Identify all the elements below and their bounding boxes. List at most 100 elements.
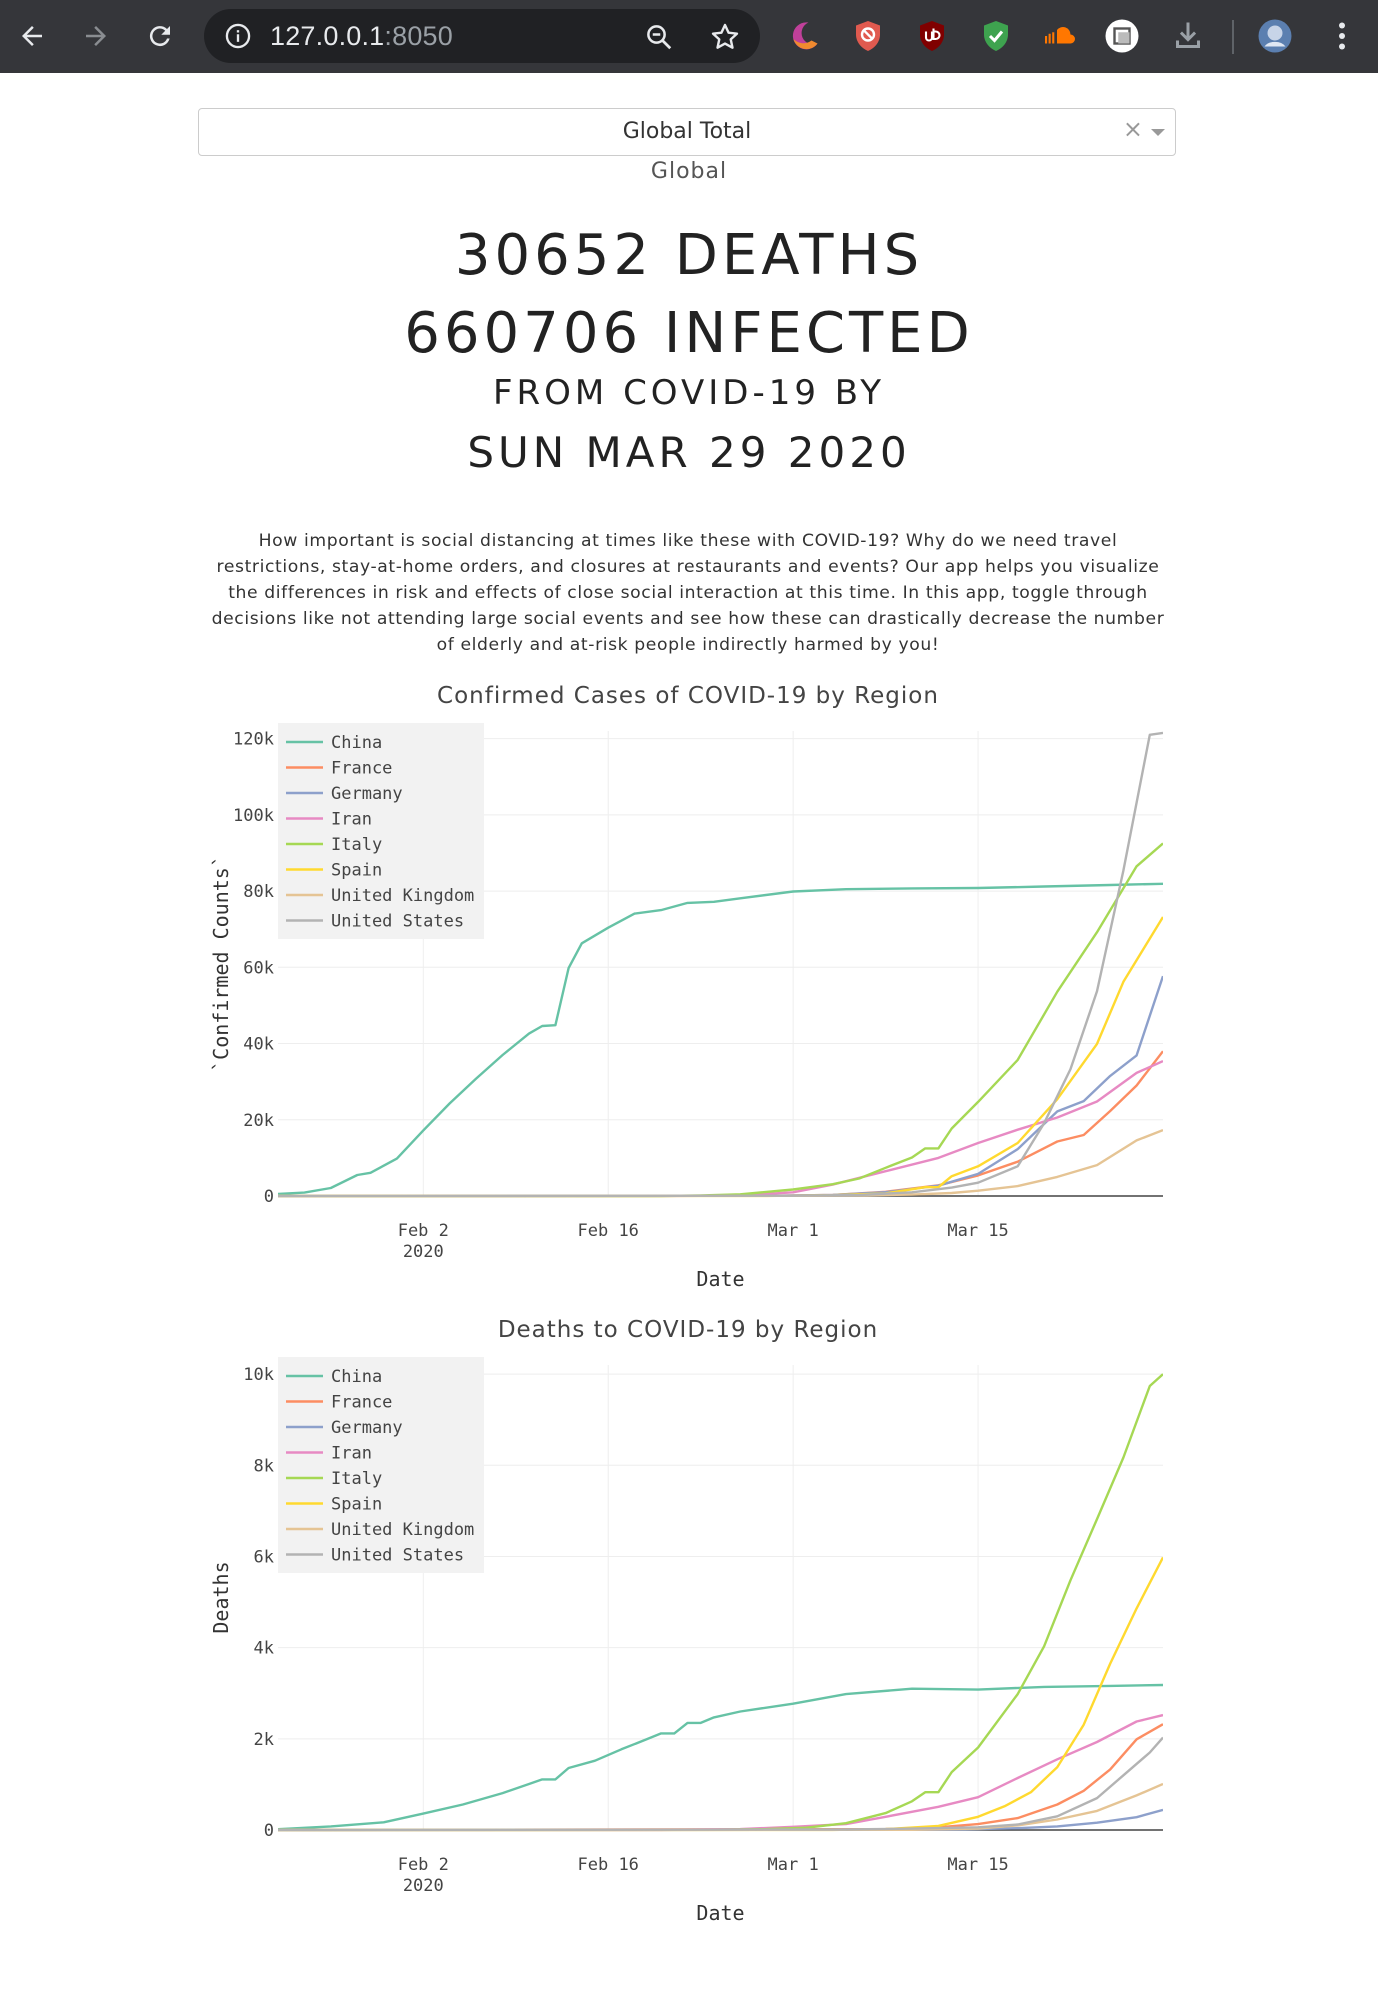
downloads-button[interactable]	[1168, 16, 1208, 56]
y-tick-label: 80k	[243, 882, 274, 902]
avatar-icon	[1258, 19, 1292, 53]
ublock-extension[interactable]	[912, 16, 952, 56]
y-tick-label: 0	[264, 1821, 274, 1841]
series-line-italy[interactable]	[278, 1373, 1163, 1832]
legend-item[interactable]: China	[286, 733, 382, 753]
legend-label: Italy	[331, 1469, 382, 1489]
x-tick-label: Feb 16	[578, 1221, 639, 1241]
y-tick-label: 40k	[243, 1035, 274, 1055]
legend-label: Italy	[331, 835, 382, 855]
legend-background	[278, 1357, 484, 1573]
x-axis-label: Date	[696, 1267, 744, 1291]
legend-item[interactable]: Italy	[286, 835, 382, 855]
series-line-united-kingdom[interactable]	[278, 1128, 1163, 1198]
profile-avatar[interactable]	[1255, 16, 1295, 56]
white-circle-extension[interactable]	[1102, 16, 1142, 56]
legend-label: Iran	[331, 1444, 372, 1464]
browser-toolbar: 127.0.0.1:8050	[0, 0, 1378, 73]
confirmed-cases-svg[interactable]: Confirmed Cases of COVID-19 by Region 0 20…	[0, 673, 1378, 1373]
x-tick-label: Mar 15	[947, 1221, 1008, 1241]
toolbar-separator	[1232, 20, 1234, 54]
legend-item[interactable]: Spain	[286, 861, 382, 881]
legend-item[interactable]: Germany	[286, 1418, 403, 1438]
dropdown-selected-value: Global Total	[622, 119, 752, 144]
deaths-svg[interactable]: Deaths to COVID-19 by Region 0 2k 4k 6k 8k 10k…	[0, 1307, 1378, 2007]
legend-item[interactable]: Spain	[286, 1495, 382, 1515]
x-tick-label: Mar 1	[768, 1855, 819, 1875]
series-lines	[278, 731, 1163, 1198]
url-host: 127.0.0.1	[270, 21, 385, 51]
series-line-united-states[interactable]	[278, 731, 1163, 1198]
legend-label: United States	[331, 1546, 464, 1566]
dark-reader-extension[interactable]	[784, 16, 824, 56]
series-line-france[interactable]	[278, 1050, 1163, 1198]
legend-label: Spain	[331, 1495, 382, 1515]
y-tick-label: 2k	[254, 1730, 274, 1750]
legend-item[interactable]: United Kingdom	[286, 1520, 474, 1540]
caret-down-icon[interactable]	[1151, 129, 1165, 136]
y-tick-label: 10k	[243, 1365, 274, 1385]
reload-icon	[149, 26, 170, 47]
y-tick-label: 60k	[243, 958, 274, 978]
legend-label: France	[331, 1393, 392, 1413]
legend-label: United Kingdom	[331, 1520, 474, 1540]
legend-label: France	[331, 759, 392, 779]
series-line-united-kingdom[interactable]	[278, 1782, 1163, 1832]
browser-menu-button[interactable]	[1322, 16, 1362, 56]
series-line-china[interactable]	[278, 882, 1163, 1196]
series-line-united-states[interactable]	[278, 1736, 1163, 1832]
page-content: Global Total × Global 30652 DEATHS 66070…	[0, 73, 1378, 2012]
series-line-spain[interactable]	[278, 1556, 1163, 1832]
legend-item[interactable]: Germany	[286, 784, 403, 804]
legend-item[interactable]: France	[286, 759, 392, 779]
description-paragraph: How important is social distancing at ti…	[211, 531, 1165, 655]
series-line-italy[interactable]	[278, 842, 1163, 1198]
chart-legend[interactable]: China France Germany Iran Italy Spain United K…	[278, 1357, 484, 1573]
deaths-headline: 30652 DEATHS	[454, 223, 924, 288]
x-tick-label: Feb 16	[578, 1855, 639, 1875]
info-icon[interactable]	[224, 22, 252, 50]
forward-button[interactable]	[74, 14, 118, 58]
series-line-china[interactable]	[278, 1683, 1163, 1831]
x-tick-label: Feb 2	[398, 1221, 449, 1241]
legend-item[interactable]: Iran	[286, 810, 372, 830]
legend-label: United Kingdom	[331, 886, 474, 906]
x-tick-label: Feb 2	[398, 1855, 449, 1875]
bookmark-star-icon[interactable]	[709, 21, 741, 53]
back-button[interactable]	[10, 14, 54, 58]
series-line-france[interactable]	[278, 1723, 1163, 1832]
url-text[interactable]: 127.0.0.1:8050	[270, 21, 453, 52]
soundcloud-icon	[1045, 27, 1075, 44]
confirmed-cases-chart[interactable]: Confirmed Cases of COVID-19 by Region 0 20…	[0, 673, 1378, 1373]
legend-item[interactable]: China	[286, 1367, 382, 1387]
legend-item[interactable]: United States	[286, 1546, 464, 1566]
legend-item[interactable]: France	[286, 1393, 392, 1413]
y-tick-label: 20k	[243, 1111, 274, 1131]
series-lines	[278, 1373, 1163, 1832]
zoom-out-icon[interactable]	[644, 22, 674, 52]
series-line-germany[interactable]	[278, 975, 1163, 1198]
region-dropdown[interactable]: Global Total ×	[198, 108, 1176, 156]
x-tick-label: Mar 1	[768, 1221, 819, 1241]
y-tick-label: 0	[264, 1187, 274, 1207]
legend-label: Spain	[331, 861, 382, 881]
deaths-chart[interactable]: Deaths to COVID-19 by Region 0 2k 4k 6k 8k 10k…	[0, 1307, 1378, 2007]
reload-button[interactable]	[138, 14, 182, 58]
legend-item[interactable]: United States	[286, 912, 464, 932]
y-axis-label: `Confirmed Counts`	[209, 855, 233, 1072]
url-port: :8050	[384, 21, 453, 51]
date-headline: SUN MAR 29 2020	[467, 428, 911, 477]
legend-item[interactable]: Iran	[286, 1444, 372, 1464]
clear-icon[interactable]: ×	[1122, 115, 1143, 143]
chart-legend[interactable]: China France Germany Iran Italy Spain United K…	[278, 723, 484, 939]
arrow-left-icon	[22, 26, 42, 46]
legend-label: United States	[331, 912, 464, 932]
soundcloud-extension[interactable]	[1040, 16, 1080, 56]
security-extension[interactable]	[976, 16, 1016, 56]
legend-item[interactable]: Italy	[286, 1469, 382, 1489]
chart-title: Confirmed Cases of COVID-19 by Region	[437, 683, 939, 709]
x-tick-sublabel: 2020	[403, 1876, 444, 1896]
privacy-shield-extension[interactable]	[848, 16, 888, 56]
legend-item[interactable]: United Kingdom	[286, 886, 474, 906]
address-bar[interactable]: 127.0.0.1:8050	[204, 9, 760, 63]
